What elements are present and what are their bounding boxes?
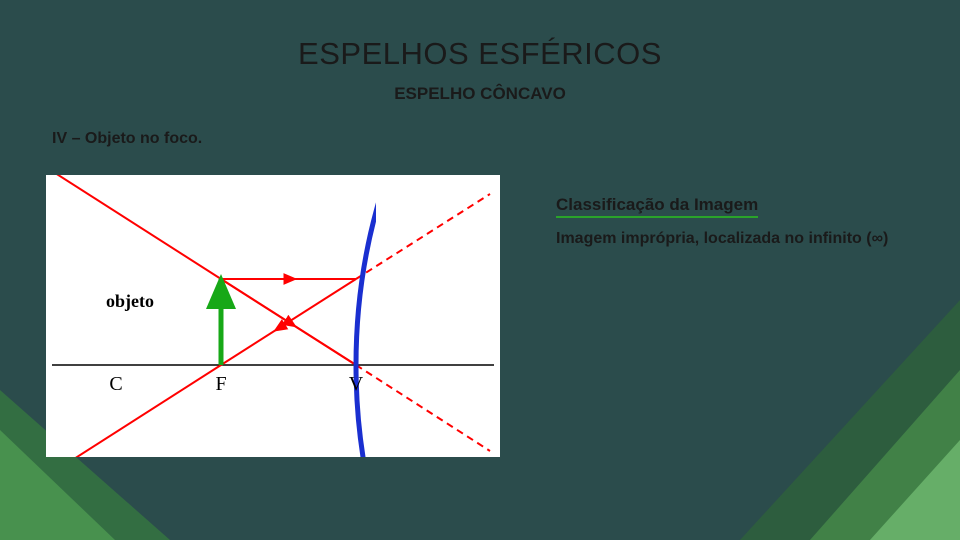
slide-subtitle: ESPELHO CÔNCAVO — [0, 84, 960, 104]
slide: ESPELHOS ESFÉRICOS ESPELHO CÔNCAVO IV – … — [0, 0, 960, 540]
classification-text: Imagem imprópria, localizada no infinito… — [556, 230, 888, 248]
svg-text:C: C — [109, 373, 122, 395]
mirror-diagram: objeto C F V — [46, 175, 500, 457]
svg-text:objeto: objeto — [106, 291, 154, 311]
slide-title: ESPELHOS ESFÉRICOS — [0, 36, 960, 72]
case-label: IV – Objeto no foco. — [52, 130, 202, 148]
svg-text:F: F — [215, 373, 226, 395]
svg-text:V: V — [349, 373, 364, 395]
classification-heading: Classificação da Imagem — [556, 195, 758, 218]
